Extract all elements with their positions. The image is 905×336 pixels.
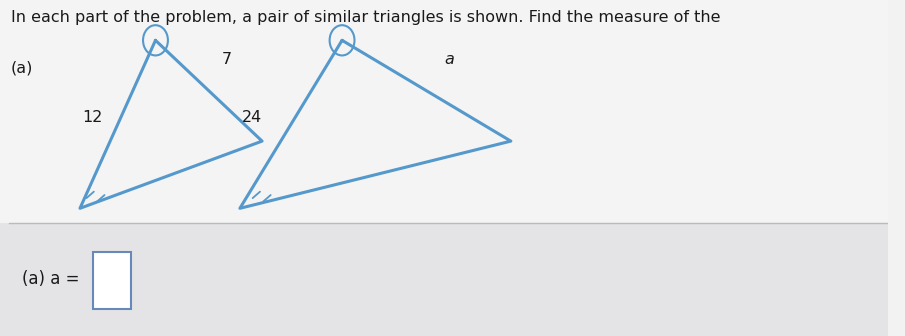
FancyBboxPatch shape bbox=[0, 0, 889, 223]
Text: (a) a =: (a) a = bbox=[23, 270, 80, 288]
Text: (a): (a) bbox=[11, 60, 33, 76]
FancyBboxPatch shape bbox=[93, 252, 130, 309]
Text: a: a bbox=[444, 52, 454, 67]
Text: In each part of the problem, a pair of similar triangles is shown. Find the meas: In each part of the problem, a pair of s… bbox=[11, 10, 720, 25]
FancyBboxPatch shape bbox=[0, 223, 889, 336]
Text: 7: 7 bbox=[222, 52, 233, 67]
Text: 24: 24 bbox=[242, 110, 262, 125]
Text: 12: 12 bbox=[81, 110, 102, 125]
